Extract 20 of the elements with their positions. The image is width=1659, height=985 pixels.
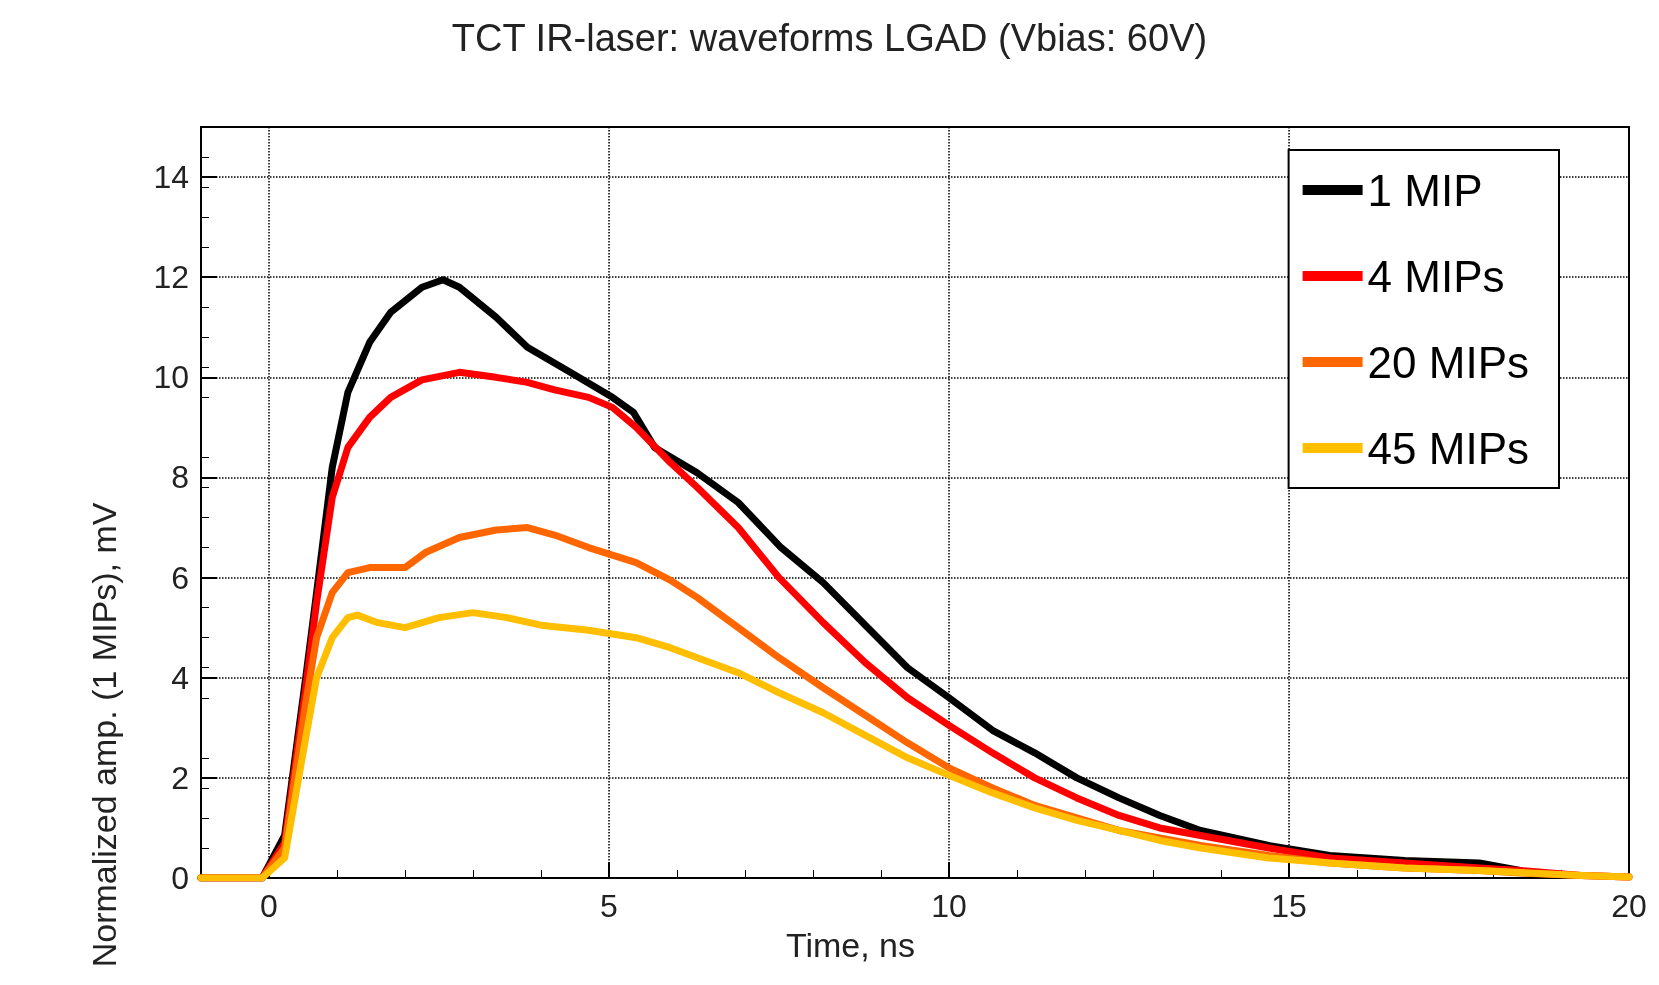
- x-tick-label: 20: [1611, 888, 1647, 924]
- y-tick-label: 4: [171, 659, 189, 696]
- y-tick-label: 10: [153, 359, 189, 396]
- y-tick-label: 0: [171, 860, 189, 896]
- x-tick-label: 5: [600, 888, 618, 924]
- legend-label: 45 MIPs: [1367, 423, 1529, 473]
- legend-label: 1 MIP: [1367, 165, 1483, 215]
- y-tick-label: 8: [171, 459, 189, 496]
- x-tick-label: 10: [931, 888, 967, 924]
- legend-label: 20 MIPs: [1367, 337, 1529, 387]
- y-tick-label: 2: [171, 759, 189, 796]
- y-axis-title: Normalized amp. (1 MIPs), mV: [85, 502, 123, 968]
- x-axis-title: Time, ns: [785, 926, 915, 964]
- x-tick-label: 0: [260, 888, 278, 924]
- y-tick-label: 14: [153, 159, 189, 196]
- legend-label: 4 MIPs: [1367, 251, 1505, 301]
- chart-title: TCT IR-laser: waveforms LGAD (Vbias: 60V): [451, 17, 1208, 59]
- x-tick-label: 15: [1271, 888, 1307, 924]
- y-tick-label: 12: [153, 259, 189, 296]
- y-tick-label: 6: [171, 559, 189, 596]
